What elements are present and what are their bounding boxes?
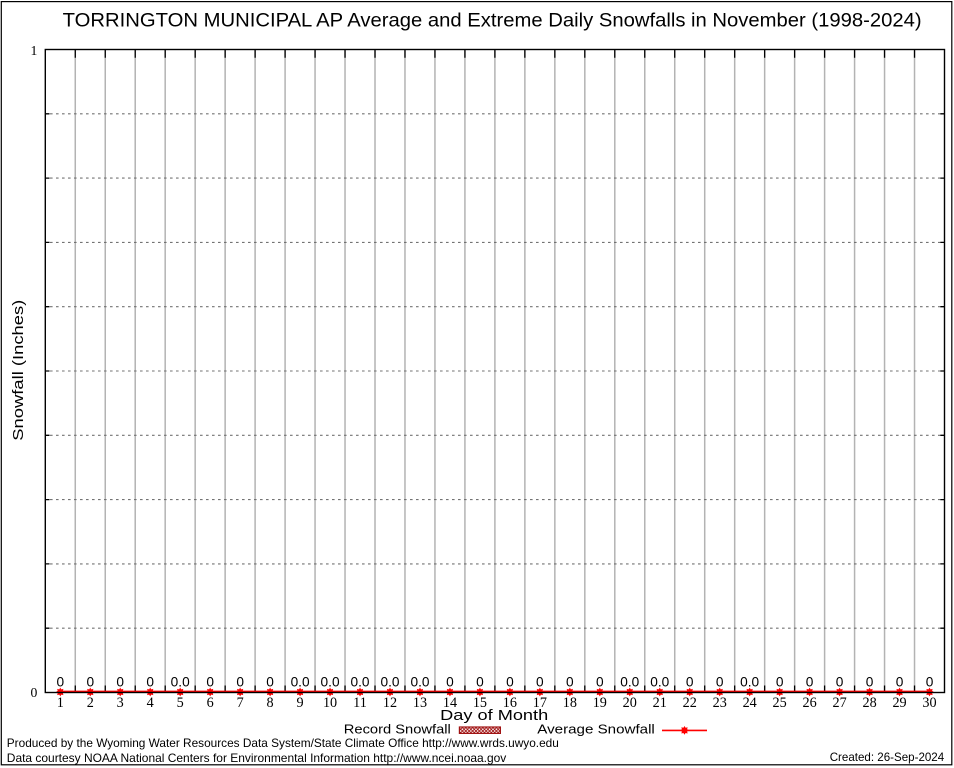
svg-text:Created: 26-Sep-2024: Created: 26-Sep-2024 bbox=[830, 751, 945, 764]
svg-text:17: 17 bbox=[533, 695, 547, 711]
svg-text:13: 13 bbox=[413, 695, 427, 711]
svg-text:1: 1 bbox=[31, 43, 38, 58]
svg-text:0.0: 0.0 bbox=[620, 675, 639, 690]
svg-text:23: 23 bbox=[713, 695, 727, 711]
svg-text:0: 0 bbox=[716, 675, 724, 690]
svg-text:0.0: 0.0 bbox=[740, 675, 759, 690]
svg-text:5: 5 bbox=[177, 695, 184, 711]
svg-text:0.0: 0.0 bbox=[650, 675, 669, 690]
svg-text:16: 16 bbox=[503, 695, 517, 711]
svg-text:7: 7 bbox=[237, 695, 244, 711]
svg-text:0: 0 bbox=[206, 675, 214, 690]
svg-text:14: 14 bbox=[443, 695, 457, 711]
svg-text:0: 0 bbox=[236, 675, 244, 690]
svg-text:0: 0 bbox=[266, 675, 274, 690]
svg-text:0: 0 bbox=[506, 675, 514, 690]
svg-text:22: 22 bbox=[683, 695, 697, 711]
svg-text:Produced by the Wyoming Water: Produced by the Wyoming Water Resources … bbox=[7, 736, 559, 750]
svg-text:20: 20 bbox=[623, 695, 637, 711]
svg-text:Average Snowfall: Average Snowfall bbox=[537, 722, 655, 737]
svg-text:15: 15 bbox=[473, 695, 487, 711]
svg-text:0: 0 bbox=[566, 675, 574, 690]
svg-text:0.0: 0.0 bbox=[410, 675, 429, 690]
svg-text:0.0: 0.0 bbox=[291, 675, 310, 690]
svg-text:3: 3 bbox=[117, 695, 124, 711]
svg-text:0.0: 0.0 bbox=[171, 675, 190, 690]
svg-text:0: 0 bbox=[476, 675, 484, 690]
svg-text:0: 0 bbox=[686, 675, 694, 690]
svg-text:0: 0 bbox=[86, 675, 94, 690]
svg-text:30: 30 bbox=[922, 695, 936, 711]
svg-text:0: 0 bbox=[56, 675, 64, 690]
svg-text:6: 6 bbox=[207, 695, 214, 711]
svg-text:18: 18 bbox=[563, 695, 577, 711]
svg-text:Record Snowfall: Record Snowfall bbox=[344, 722, 451, 737]
svg-text:Day of Month: Day of Month bbox=[440, 708, 548, 724]
svg-text:24: 24 bbox=[743, 695, 757, 711]
svg-text:0: 0 bbox=[926, 675, 934, 690]
svg-text:0: 0 bbox=[776, 675, 784, 690]
svg-text:0: 0 bbox=[836, 675, 844, 690]
svg-text:Data courtesy NOAA National Ce: Data courtesy NOAA National Centers for … bbox=[7, 751, 507, 765]
svg-text:27: 27 bbox=[832, 695, 846, 711]
svg-text:0: 0 bbox=[446, 675, 454, 690]
svg-text:25: 25 bbox=[773, 695, 787, 711]
svg-text:0.0: 0.0 bbox=[351, 675, 370, 690]
svg-text:8: 8 bbox=[267, 695, 274, 711]
svg-text:21: 21 bbox=[653, 695, 667, 711]
svg-text:TORRINGTON MUNICIPAL AP Averag: TORRINGTON MUNICIPAL AP Average and Extr… bbox=[63, 10, 922, 32]
svg-text:28: 28 bbox=[862, 695, 876, 711]
svg-text:0: 0 bbox=[596, 675, 604, 690]
svg-text:0: 0 bbox=[146, 675, 154, 690]
svg-text:2: 2 bbox=[87, 695, 94, 711]
svg-text:0: 0 bbox=[536, 675, 544, 690]
svg-text:29: 29 bbox=[892, 695, 906, 711]
svg-text:0.0: 0.0 bbox=[380, 675, 399, 690]
svg-text:11: 11 bbox=[353, 695, 367, 711]
svg-text:Snowfall (Inches): Snowfall (Inches) bbox=[10, 300, 27, 441]
svg-text:9: 9 bbox=[297, 695, 304, 711]
svg-text:0: 0 bbox=[896, 675, 904, 690]
svg-text:1: 1 bbox=[57, 695, 64, 711]
svg-text:0: 0 bbox=[31, 685, 38, 700]
svg-text:0.0: 0.0 bbox=[321, 675, 340, 690]
svg-text:0: 0 bbox=[866, 675, 874, 690]
svg-text:4: 4 bbox=[147, 695, 154, 711]
svg-text:26: 26 bbox=[803, 695, 817, 711]
svg-text:0: 0 bbox=[116, 675, 124, 690]
svg-text:0: 0 bbox=[806, 675, 814, 690]
svg-text:12: 12 bbox=[383, 695, 397, 711]
svg-text:10: 10 bbox=[323, 695, 337, 711]
svg-text:19: 19 bbox=[593, 695, 607, 711]
